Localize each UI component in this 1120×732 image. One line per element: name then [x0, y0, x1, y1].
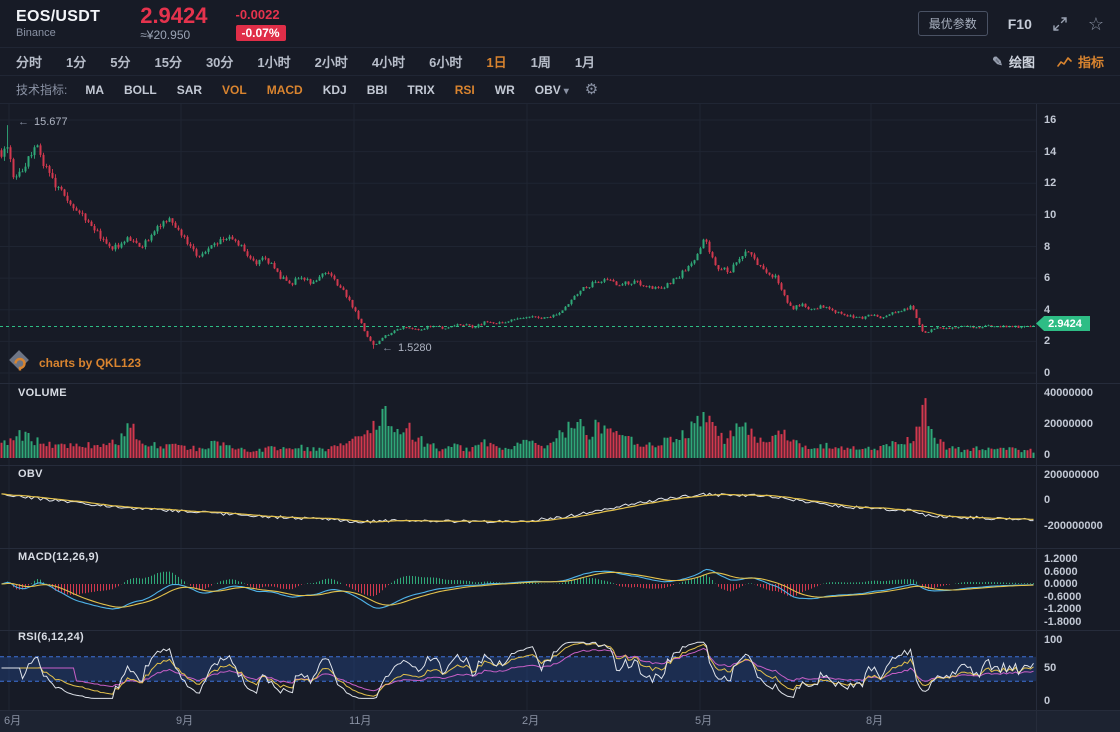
optimal-params-button[interactable]: 最优参数	[917, 11, 988, 36]
indicator-items: MA BOLL SAR VOL MACD KDJ BBI TRIX RSI WR OBV ▾	[85, 83, 568, 97]
timeframe-1月[interactable]: 1月	[574, 55, 596, 70]
settings-gear-icon[interactable]: ⚙	[584, 81, 599, 98]
indicator-WR[interactable]: WR	[494, 82, 515, 97]
indicator-BOLL[interactable]: BOLL	[124, 82, 157, 97]
symbol-title: EOS/USDT	[16, 8, 101, 25]
indicator-SAR[interactable]: SAR	[176, 82, 203, 97]
indicator-OBV[interactable]: OBV ▾	[534, 82, 569, 97]
timeframe-2小时[interactable]: 2小时	[314, 55, 348, 70]
indicator-MACD[interactable]: MACD	[266, 82, 303, 97]
favorite-star-icon[interactable]: ☆	[1087, 13, 1104, 34]
indicator-BBI[interactable]: BBI	[366, 82, 388, 97]
timeframe-bar-actions: ✎ 绘图 指标	[992, 52, 1104, 71]
chart-canvas[interactable]	[0, 104, 1120, 732]
timeframe-30分[interactable]: 30分	[205, 55, 234, 70]
timeframe-4小时[interactable]: 4小时	[371, 55, 406, 70]
indicator-KDJ[interactable]: KDJ	[322, 82, 347, 97]
chart-region: ← 15.677 ← 1.5280 charts by QKL123 VOLUM…	[0, 104, 1120, 732]
f10-button[interactable]: F10	[1007, 15, 1032, 32]
technical-indicator-bar: 技术指标: MA BOLL SAR VOL MACD KDJ BBI TRIX RSI WR OBV…	[0, 76, 1120, 104]
line-chart-icon	[1057, 56, 1072, 67]
timeframe-5分[interactable]: 5分	[110, 55, 131, 70]
header-actions: 最优参数 F10 ☆	[917, 11, 1104, 36]
indicator-MA[interactable]: MA	[85, 82, 105, 97]
timeframe-15分[interactable]: 15分	[154, 55, 182, 70]
timeframe-分时[interactable]: 分时	[16, 55, 43, 70]
indicator-RSI[interactable]: RSI	[454, 82, 475, 97]
caret-down-icon: ▾	[563, 85, 569, 97]
exchange-label: Binance	[16, 27, 56, 39]
timeframe-bar: 分时 1分 5分 15分 30分 1小时 2小时 4小时 6小时 1日 1周 1月 ✎ 绘图 指标	[0, 48, 1120, 76]
timeframe-1分[interactable]: 1分	[66, 55, 87, 70]
price-change-percent-badge: -0.07%	[235, 24, 286, 41]
timeframe-1周[interactable]: 1周	[530, 55, 551, 70]
price-change: -0.0022	[235, 6, 280, 22]
indicator-panel-label: 指标	[1077, 55, 1104, 70]
indicator-panel-button[interactable]: 指标	[1057, 52, 1104, 71]
header: EOS/USDT Binance 2.9424 ≈¥20.950 -0.0022…	[0, 0, 1120, 48]
timeframe-6小时[interactable]: 6小时	[429, 55, 463, 70]
last-price: 2.9424	[140, 3, 208, 28]
timeframe-1日[interactable]: 1日	[486, 55, 507, 70]
indicator-bar-label: 技术指标:	[16, 83, 68, 97]
timeframe-1小时[interactable]: 1小时	[257, 55, 291, 70]
pencil-icon: ✎	[992, 53, 1003, 69]
price-cny: ≈¥20.950	[140, 28, 191, 42]
indicator-VOL[interactable]: VOL	[222, 82, 247, 97]
symbol-block: EOS/USDT Binance	[16, 8, 100, 39]
change-block: -0.0022 -0.07%	[235, 6, 286, 41]
indicator-TRIX[interactable]: TRIX	[407, 82, 435, 97]
draw-button[interactable]: ✎ 绘图	[992, 52, 1035, 71]
price-block: 2.9424 ≈¥20.950	[140, 3, 208, 43]
draw-button-label: 绘图	[1008, 55, 1035, 70]
fullscreen-icon[interactable]	[1052, 16, 1068, 32]
timeframe-items: 分时 1分 5分 15分 30分 1小时 2小时 4小时 6小时 1日 1周 1月	[16, 52, 595, 71]
